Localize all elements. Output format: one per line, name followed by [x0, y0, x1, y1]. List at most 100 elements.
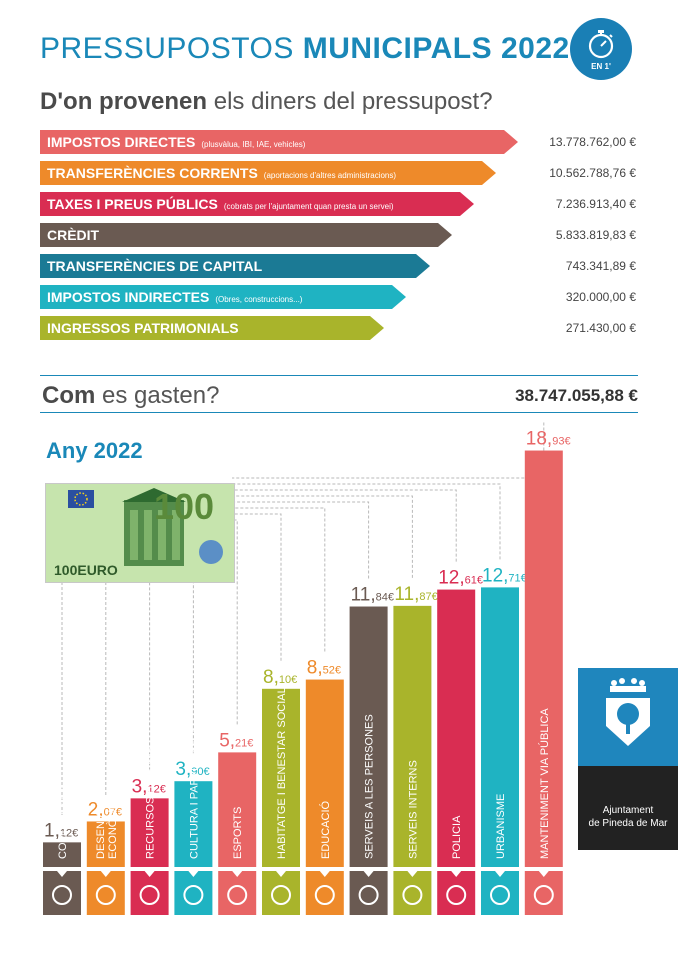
- value-label-decimal: 12€: [60, 827, 78, 839]
- total-amount: 38.747.055,88 €: [515, 386, 638, 405]
- municipality-logo: Ajuntament de Pineda de Mar: [578, 668, 678, 850]
- category-label: MANTENIMENT VIA PÚBLICA: [538, 708, 551, 859]
- bar-notch: [407, 871, 418, 877]
- tactics-board-icon-glyph: [533, 885, 554, 905]
- bar-notch: [495, 871, 505, 877]
- value-label-integer: 3,: [175, 759, 191, 780]
- municipality-line1: Ajuntament: [602, 805, 654, 816]
- income-amount: 743.341,89 €: [565, 259, 636, 273]
- bar-notch: [144, 871, 155, 877]
- police-badge-icon-glyph: [446, 885, 467, 905]
- value-label: 2,07€: [88, 799, 122, 820]
- bar: [174, 781, 213, 867]
- banknote-image: 100 100EURO: [45, 483, 235, 583]
- bar-notch: [363, 871, 374, 877]
- trophy-icon: [218, 871, 257, 915]
- connector-line: [232, 483, 501, 560]
- category-label: URBANISME: [495, 794, 507, 859]
- tactics-board-icon: [524, 871, 563, 915]
- income-amount: 320.000,00 €: [565, 290, 636, 304]
- chart-title: Any 2022: [46, 438, 143, 463]
- income-bar: IMPOSTOS INDIRECTES (Obres, construccions…: [40, 285, 406, 309]
- bar-notch: [319, 871, 330, 877]
- value-label-integer: 2,: [88, 799, 104, 820]
- graduation-cap-icon: [305, 871, 344, 915]
- value-label: 1,12€: [44, 820, 78, 841]
- police-badge-icon: [437, 871, 476, 915]
- income-question: D'on provenen els diners del pressupost?: [40, 88, 493, 115]
- category-label: CULTURA I PARTICIPACIÓ: [187, 723, 200, 859]
- bar-notch: [188, 871, 199, 877]
- bar: [349, 606, 388, 867]
- heart-people-icon: [349, 871, 388, 915]
- category-label: EDUCACIÓ: [319, 800, 332, 859]
- bar: [218, 752, 257, 867]
- value-label: 8,10€: [263, 667, 297, 688]
- income-note: (plusvàlua, IBI, IAE, vehicles): [201, 140, 306, 149]
- page-title: PRESSUPOSTOS MUNICIPALS 2022: [40, 32, 570, 65]
- category-label: HABITATGE I BENESTAR SOCIAL: [276, 687, 288, 859]
- value-label-integer: 8,: [263, 667, 279, 688]
- bar-notch: [276, 871, 286, 877]
- stopwatch-icon: [588, 30, 614, 59]
- value-label-integer: 12,: [482, 565, 508, 586]
- connector-line: [232, 422, 545, 479]
- value-label: 3,12€: [132, 776, 166, 797]
- value-label-integer: 8,: [307, 658, 323, 679]
- heart-people-icon-glyph: [358, 885, 379, 905]
- speech-bubble-icon-glyph: [52, 885, 72, 905]
- value-label: 18,93€: [526, 429, 571, 450]
- bar-growth-icon: [86, 871, 125, 915]
- value-label-decimal: 07€: [104, 806, 122, 818]
- value-label-integer: 1,: [44, 820, 60, 841]
- value-label-decimal: 84€: [376, 592, 394, 604]
- badge-label: EN 1': [591, 62, 611, 71]
- income-label: TRANSFERÈNCIES CORRENTS: [47, 165, 258, 181]
- value-label-decimal: 52€: [323, 665, 341, 677]
- category-label: SERVEIS A LES PERSONES: [364, 714, 376, 859]
- income-note: (cobrats per l'ajuntament quan presta un…: [223, 202, 394, 211]
- category-label: DESENVOLUPAMENT: [95, 746, 107, 859]
- value-label-decimal: 93€: [552, 436, 570, 448]
- income-note: (aportacions d'altres administracions): [263, 171, 397, 180]
- bar-notch: [538, 871, 549, 877]
- spending-question: Com es gasten?: [42, 382, 220, 409]
- category-label: ESPORTS: [232, 807, 244, 859]
- connector-line: [232, 507, 326, 652]
- value-label: 11,84€: [351, 585, 394, 606]
- building-columns-icon: [393, 871, 432, 915]
- org-chart-icon-glyph: [139, 885, 160, 905]
- value-label-integer: 18,: [526, 429, 552, 450]
- bar: [130, 798, 169, 867]
- stopwatch-badge: EN 1': [570, 18, 632, 80]
- bar: [481, 587, 519, 867]
- value-label-integer: 12,: [438, 568, 464, 589]
- category-label: SERVEIS INTERNS: [407, 760, 419, 859]
- income-bar: TAXES I PREUS PÚBLICS (cobrats per l'ajun…: [40, 192, 474, 216]
- bar: [86, 821, 125, 867]
- graduation-cap-icon-glyph: [314, 885, 335, 905]
- connector-line: [232, 489, 457, 562]
- income-amount: 10.562.788,76 €: [549, 166, 636, 180]
- value-label-decimal: 90€: [191, 766, 209, 778]
- income-label: CRÈDIT: [47, 227, 100, 243]
- value-label: 12,71€: [482, 565, 527, 586]
- value-label: 8,52€: [307, 658, 341, 679]
- value-label-decimal: 87€: [419, 591, 437, 603]
- house-people-icon-glyph: [271, 885, 291, 905]
- bar: [305, 679, 344, 867]
- value-label: 3,90€: [175, 759, 209, 780]
- income-label: TAXES I PREUS PÚBLICS: [47, 196, 218, 212]
- income-label: IMPOSTOS INDIRECTES: [47, 289, 210, 305]
- income-amount: 7.236.913,40 €: [555, 197, 636, 211]
- house-people-icon: [262, 871, 300, 915]
- bar: [43, 842, 81, 867]
- income-bar: TRANSFERÈNCIES DE CAPITAL: [40, 254, 430, 278]
- tree-shield-icon: [606, 678, 650, 746]
- value-label-decimal: 71€: [508, 572, 526, 584]
- theatre-masks-icon-glyph: [183, 885, 204, 905]
- income-amount: 5.833.819,83 €: [555, 228, 636, 242]
- connector-line: [232, 501, 370, 579]
- category-label: ECONÒMIC: [106, 798, 119, 859]
